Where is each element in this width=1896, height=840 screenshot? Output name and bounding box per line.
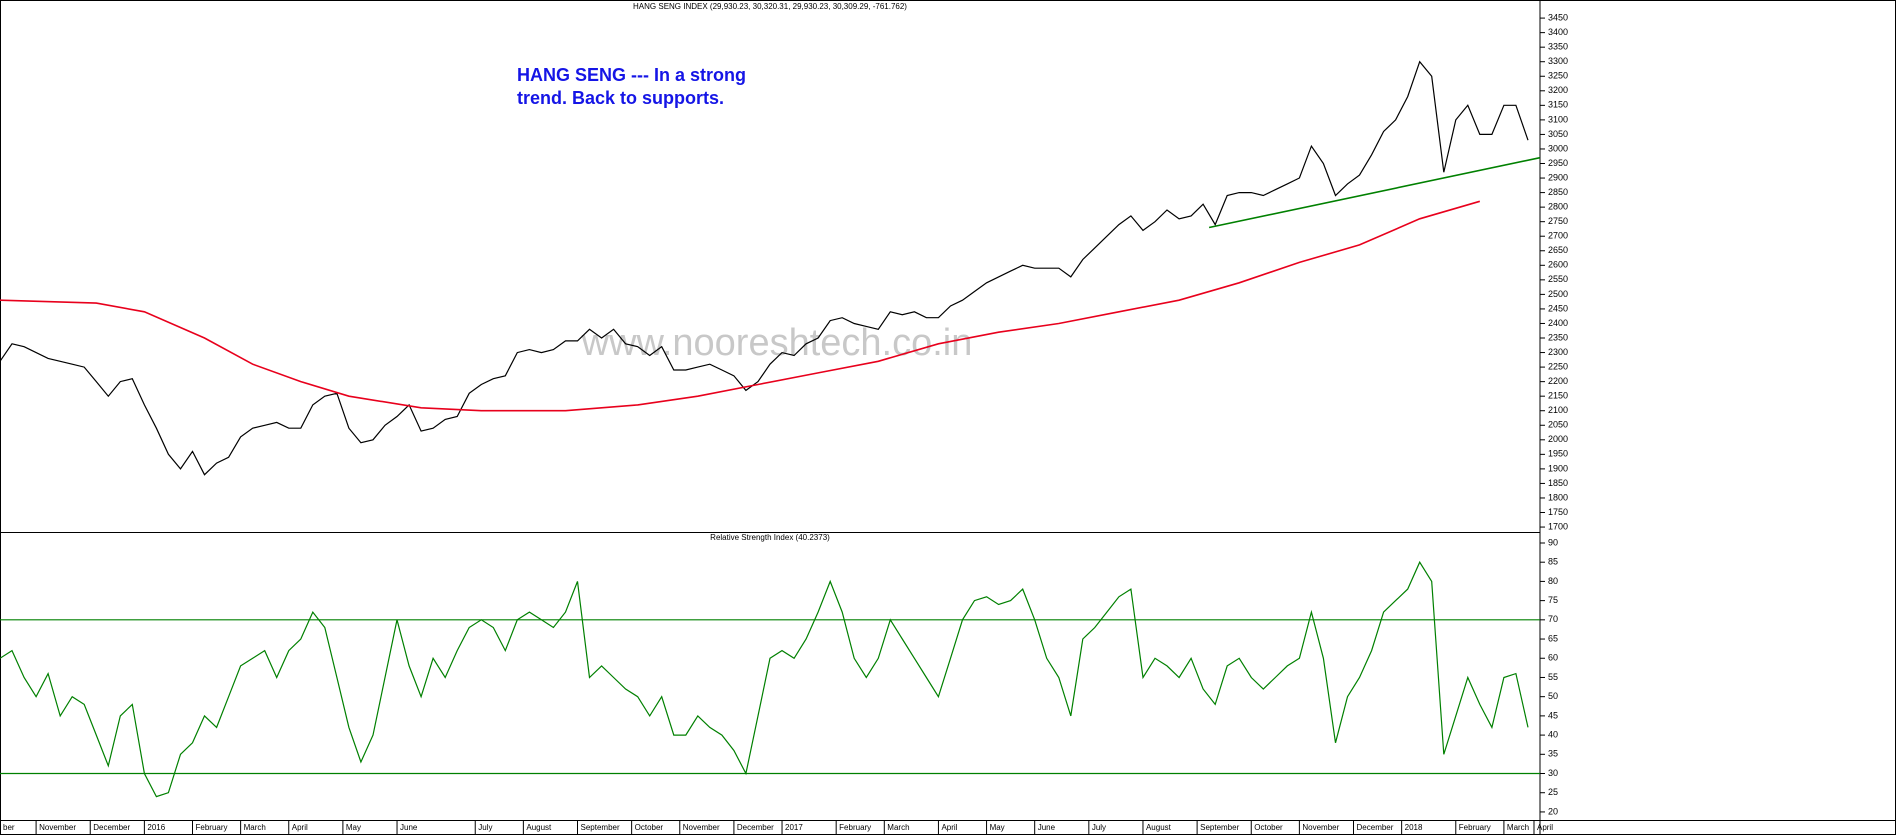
- x-tick-label: November: [39, 823, 76, 832]
- x-tick-label: June: [1038, 823, 1056, 832]
- x-tick-label: February: [196, 823, 228, 832]
- y-tick-label: 3150: [1548, 100, 1568, 110]
- y-tick-label: 30: [1548, 768, 1558, 778]
- x-tick-label: April: [941, 823, 957, 832]
- y-tick-label: 2250: [1548, 361, 1568, 371]
- y-tick-label: 3200: [1548, 85, 1568, 95]
- y-tick-label: 35: [1548, 749, 1558, 759]
- y-tick-label: 3100: [1548, 114, 1568, 124]
- y-tick-label: 50: [1548, 691, 1558, 701]
- y-tick-label: 2550: [1548, 274, 1568, 284]
- panel-title: Relative Strength Index (40.2373): [710, 533, 830, 542]
- x-tick-label: February: [839, 823, 871, 832]
- x-tick-label: March: [1507, 823, 1529, 832]
- y-tick-label: 1750: [1548, 507, 1568, 517]
- x-tick-label: December: [93, 823, 130, 832]
- x-tick-label: ber: [3, 823, 15, 832]
- y-tick-label: 2700: [1548, 231, 1568, 241]
- chart-title: HANG SENG INDEX (29,930.23, 30,320.31, 2…: [633, 2, 907, 11]
- y-tick-label: 1700: [1548, 521, 1568, 531]
- x-tick-label: May: [990, 823, 1005, 832]
- x-tick-label: December: [737, 823, 774, 832]
- y-tick-label: 2900: [1548, 172, 1568, 182]
- y-tick-label: 2100: [1548, 405, 1568, 415]
- y-tick-label: 2600: [1548, 260, 1568, 270]
- series-line: [0, 60, 1529, 476]
- y-tick-label: 3250: [1548, 71, 1568, 81]
- y-tick-label: 3450: [1548, 12, 1568, 22]
- x-tick-label: December: [1357, 823, 1394, 832]
- annotation: trend. Back to supports.: [517, 88, 724, 108]
- x-tick-label: March: [244, 823, 266, 832]
- y-tick-label: 60: [1548, 653, 1558, 663]
- x-tick-label: August: [1146, 823, 1172, 832]
- x-tick-label: July: [478, 823, 492, 832]
- y-tick-label: 75: [1548, 595, 1558, 605]
- x-tick-label: August: [526, 823, 552, 832]
- y-tick-label: 2400: [1548, 318, 1568, 328]
- series-line: [0, 560, 1529, 798]
- y-tick-label: 55: [1548, 672, 1558, 682]
- series-line: [0, 200, 1481, 412]
- y-tick-label: 2200: [1548, 376, 1568, 386]
- y-tick-label: 2000: [1548, 434, 1568, 444]
- y-tick-label: 3300: [1548, 56, 1568, 66]
- y-tick-label: 2650: [1548, 245, 1568, 255]
- x-tick-label: September: [1200, 823, 1239, 832]
- x-tick-label: 2016: [147, 823, 165, 832]
- y-tick-label: 45: [1548, 710, 1558, 720]
- y-tick-label: 2150: [1548, 391, 1568, 401]
- y-tick-label: 1900: [1548, 463, 1568, 473]
- y-tick-label: 2750: [1548, 216, 1568, 226]
- y-tick-label: 3000: [1548, 143, 1568, 153]
- x-tick-label: March: [887, 823, 909, 832]
- y-tick-label: 40: [1548, 729, 1558, 739]
- x-tick-label: April: [292, 823, 308, 832]
- y-tick-label: 2450: [1548, 303, 1568, 313]
- y-tick-label: 2050: [1548, 420, 1568, 430]
- x-tick-label: October: [1254, 823, 1283, 832]
- y-tick-label: 2350: [1548, 332, 1568, 342]
- y-tick-label: 1850: [1548, 478, 1568, 488]
- y-tick-label: 2800: [1548, 202, 1568, 212]
- y-tick-label: 2950: [1548, 158, 1568, 168]
- y-tick-label: 20: [1548, 806, 1558, 816]
- y-tick-label: 90: [1548, 537, 1558, 547]
- y-tick-label: 3350: [1548, 42, 1568, 52]
- y-tick-label: 80: [1548, 576, 1558, 586]
- y-tick-label: 70: [1548, 614, 1558, 624]
- series-line: [1208, 156, 1541, 229]
- y-tick-label: 1950: [1548, 449, 1568, 459]
- x-tick-label: June: [400, 823, 418, 832]
- x-tick-label: 2017: [785, 823, 803, 832]
- y-tick-label: 25: [1548, 787, 1558, 797]
- y-tick-label: 65: [1548, 633, 1558, 643]
- y-tick-label: 2500: [1548, 289, 1568, 299]
- x-tick-label: November: [683, 823, 720, 832]
- x-tick-label: October: [635, 823, 664, 832]
- x-tick-label: November: [1302, 823, 1339, 832]
- x-tick-label: July: [1092, 823, 1106, 832]
- x-tick-label: September: [581, 823, 620, 832]
- y-tick-label: 1800: [1548, 492, 1568, 502]
- x-tick-label: 2018: [1405, 823, 1423, 832]
- x-tick-label: May: [346, 823, 361, 832]
- x-tick-label: February: [1459, 823, 1491, 832]
- annotation: HANG SENG --- In a strong: [517, 65, 746, 85]
- y-tick-label: 85: [1548, 557, 1558, 567]
- watermark: www.nooreshtech.co.in: [581, 322, 973, 364]
- y-tick-label: 2300: [1548, 347, 1568, 357]
- y-tick-label: 2850: [1548, 187, 1568, 197]
- y-tick-label: 3400: [1548, 27, 1568, 37]
- y-tick-label: 3050: [1548, 129, 1568, 139]
- x-tick-label: April: [1537, 823, 1553, 832]
